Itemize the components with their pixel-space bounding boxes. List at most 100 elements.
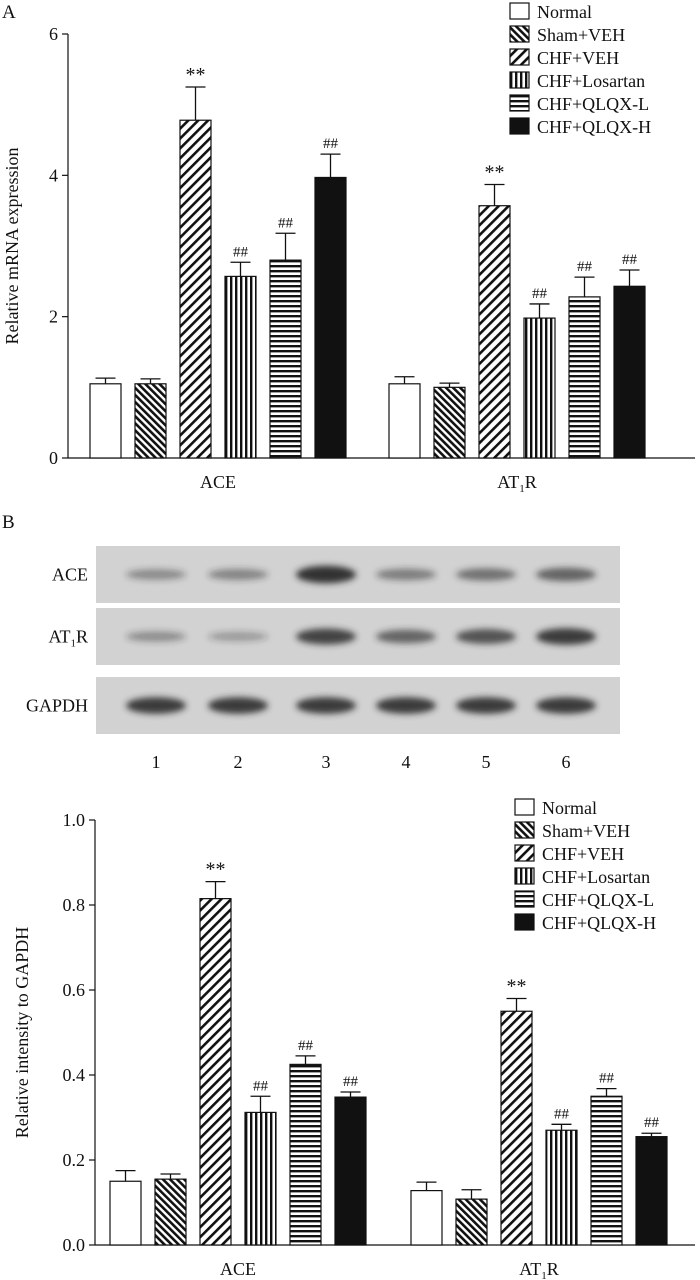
panel-b-bar [545,1129,578,1246]
panel-b-legend-label: CHF+QLQX-H [542,913,656,933]
panel-a-bar [613,285,646,459]
panel-a-category-label: ACE [200,472,236,492]
panel-a-bar [269,259,302,459]
blot-band [456,629,516,644]
panel-b-y-tick-label: 0.8 [63,895,86,915]
panel-a-y-tick-label: 4 [49,165,58,185]
panel-a-bar [134,383,167,459]
panel-a-legend-label: CHF+VEH [537,48,619,68]
panel-a-bar [523,317,556,459]
panel-b-significance-label: ## [253,1078,269,1094]
panel-b-significance-label: ** [206,859,226,881]
panel-a-significance-label: ** [186,64,206,86]
lane-number: 3 [322,752,331,772]
panel-a-bar [388,383,421,459]
panel-a-bar [478,205,511,459]
panel-a-category-label: AT1R [497,472,537,495]
blot-band [296,697,356,714]
panel-b-legend-swatch [514,844,535,862]
blot-band [126,569,186,580]
panel-a-letter: A [2,2,16,23]
panel-a-significance-label: ** [485,162,505,184]
blot-band [126,697,186,714]
blot-band [296,565,356,584]
panel-b-bar [410,1189,443,1246]
panel-b-legend-swatch [514,867,535,885]
blot-band [376,629,436,644]
panel-b-legend-swatch [514,798,535,816]
panel-b-y-tick-label: 0.2 [63,1150,86,1170]
panel-b-y-tick-label: 0.4 [63,1065,86,1085]
lane-number: 5 [482,752,491,772]
panel-b-y-tick-label: 0.0 [63,1235,86,1255]
panel-b-legend: Normal Sham+VEH CHF+VEH CHF+Losartan CHF+QLQ… [514,798,656,933]
panel-b-legend-label: Normal [542,798,597,818]
panel-a-y-tick-label: 6 [49,24,58,44]
panel-a-bar [433,386,466,459]
panel-a-legend-swatch [509,94,530,112]
blot-band [208,697,268,714]
panel-b-y-axis-label: Relative intensity to GAPDH [12,927,32,1138]
panel-a-significance-label: ## [278,215,294,231]
panel-a-bar [314,176,347,459]
panel-a-y-tick-label: 0 [49,448,58,468]
blot-band [456,697,516,714]
panel-b-significance-label: ## [599,1071,615,1087]
panel-b-legend-label: CHF+VEH [542,844,624,864]
panel-a-legend-swatch [509,48,530,66]
lane-number: 2 [234,752,243,772]
panel-a-significance-label: ## [577,259,593,275]
panel-b-significance-label: ## [343,1074,359,1090]
panel-b-significance-label: ** [507,976,527,998]
panel-b-y-tick-label: 1.0 [63,810,86,830]
blot-row-label: AT1R [48,627,88,650]
panel-a-legend-label: CHF+QLQX-L [537,94,649,114]
panel-b-significance-label: ## [554,1106,570,1122]
panel-b-legend-label: Sham+VEH [542,821,630,841]
blot-row-label: GAPDH [26,696,88,716]
blot-band [296,628,356,645]
panel-a-significance-label: ## [323,136,339,152]
panel-a-bar [568,296,601,459]
panel-a-bar [224,275,257,459]
panel-a-bar [179,119,212,459]
panel-a-y-axis-label: Relative mRNA expression [2,148,22,345]
panel-b-bar [590,1095,623,1246]
panel-b-bar [500,1010,533,1246]
panel-b-bar [244,1111,277,1246]
panel-b-chart: 0.0 0.2 0.4 0.6 0.8 1.0 Relative intensity to … [12,810,695,1280]
panel-a-legend-label: Sham+VEH [537,25,625,45]
blot-band [126,631,186,642]
panel-b-y-tick-label: 0.6 [63,980,86,1000]
panel-a-legend-swatch [509,2,530,20]
lane-number: 1 [152,752,161,772]
panel-b-bar [109,1180,142,1246]
blot-band [208,631,268,642]
panel-b-legend-label: CHF+Losartan [542,867,650,887]
panel-a-significance-label: ## [532,286,548,302]
panel-b-bar [455,1198,488,1246]
blot-row-label: ACE [52,565,88,585]
panel-b-letter: B [2,512,15,533]
panel-b-legend-swatch [514,821,535,839]
panel-b-bar [154,1178,187,1246]
panel-b-legend-label: CHF+QLQX-L [542,890,654,910]
blot-band [456,568,516,581]
panel-b-category-label: AT1R [519,1259,559,1280]
panel-a-legend: Normal Sham+VEH CHF+VEH CHF+Losartan CHF+QLQ… [509,2,651,137]
lane-number: 6 [562,752,571,772]
panel-a-legend-label: CHF+Losartan [537,71,645,91]
panel-b-category-label: ACE [220,1259,256,1279]
blot-band [208,569,268,580]
panel-a-legend-swatch [509,71,530,89]
panel-b-significance-label: ## [644,1115,660,1131]
panel-b-bar [289,1063,322,1246]
panel-a-chart: 0 2 4 6 Relative mRNA expression ** ## ## ## ACE *… [2,24,695,495]
blot-band [376,568,436,581]
panel-b-bar [635,1136,668,1246]
panel-a-legend-swatch [509,117,530,135]
blot-band [536,628,596,645]
lane-number: 4 [402,752,411,772]
panel-a-significance-label: ## [233,244,249,260]
